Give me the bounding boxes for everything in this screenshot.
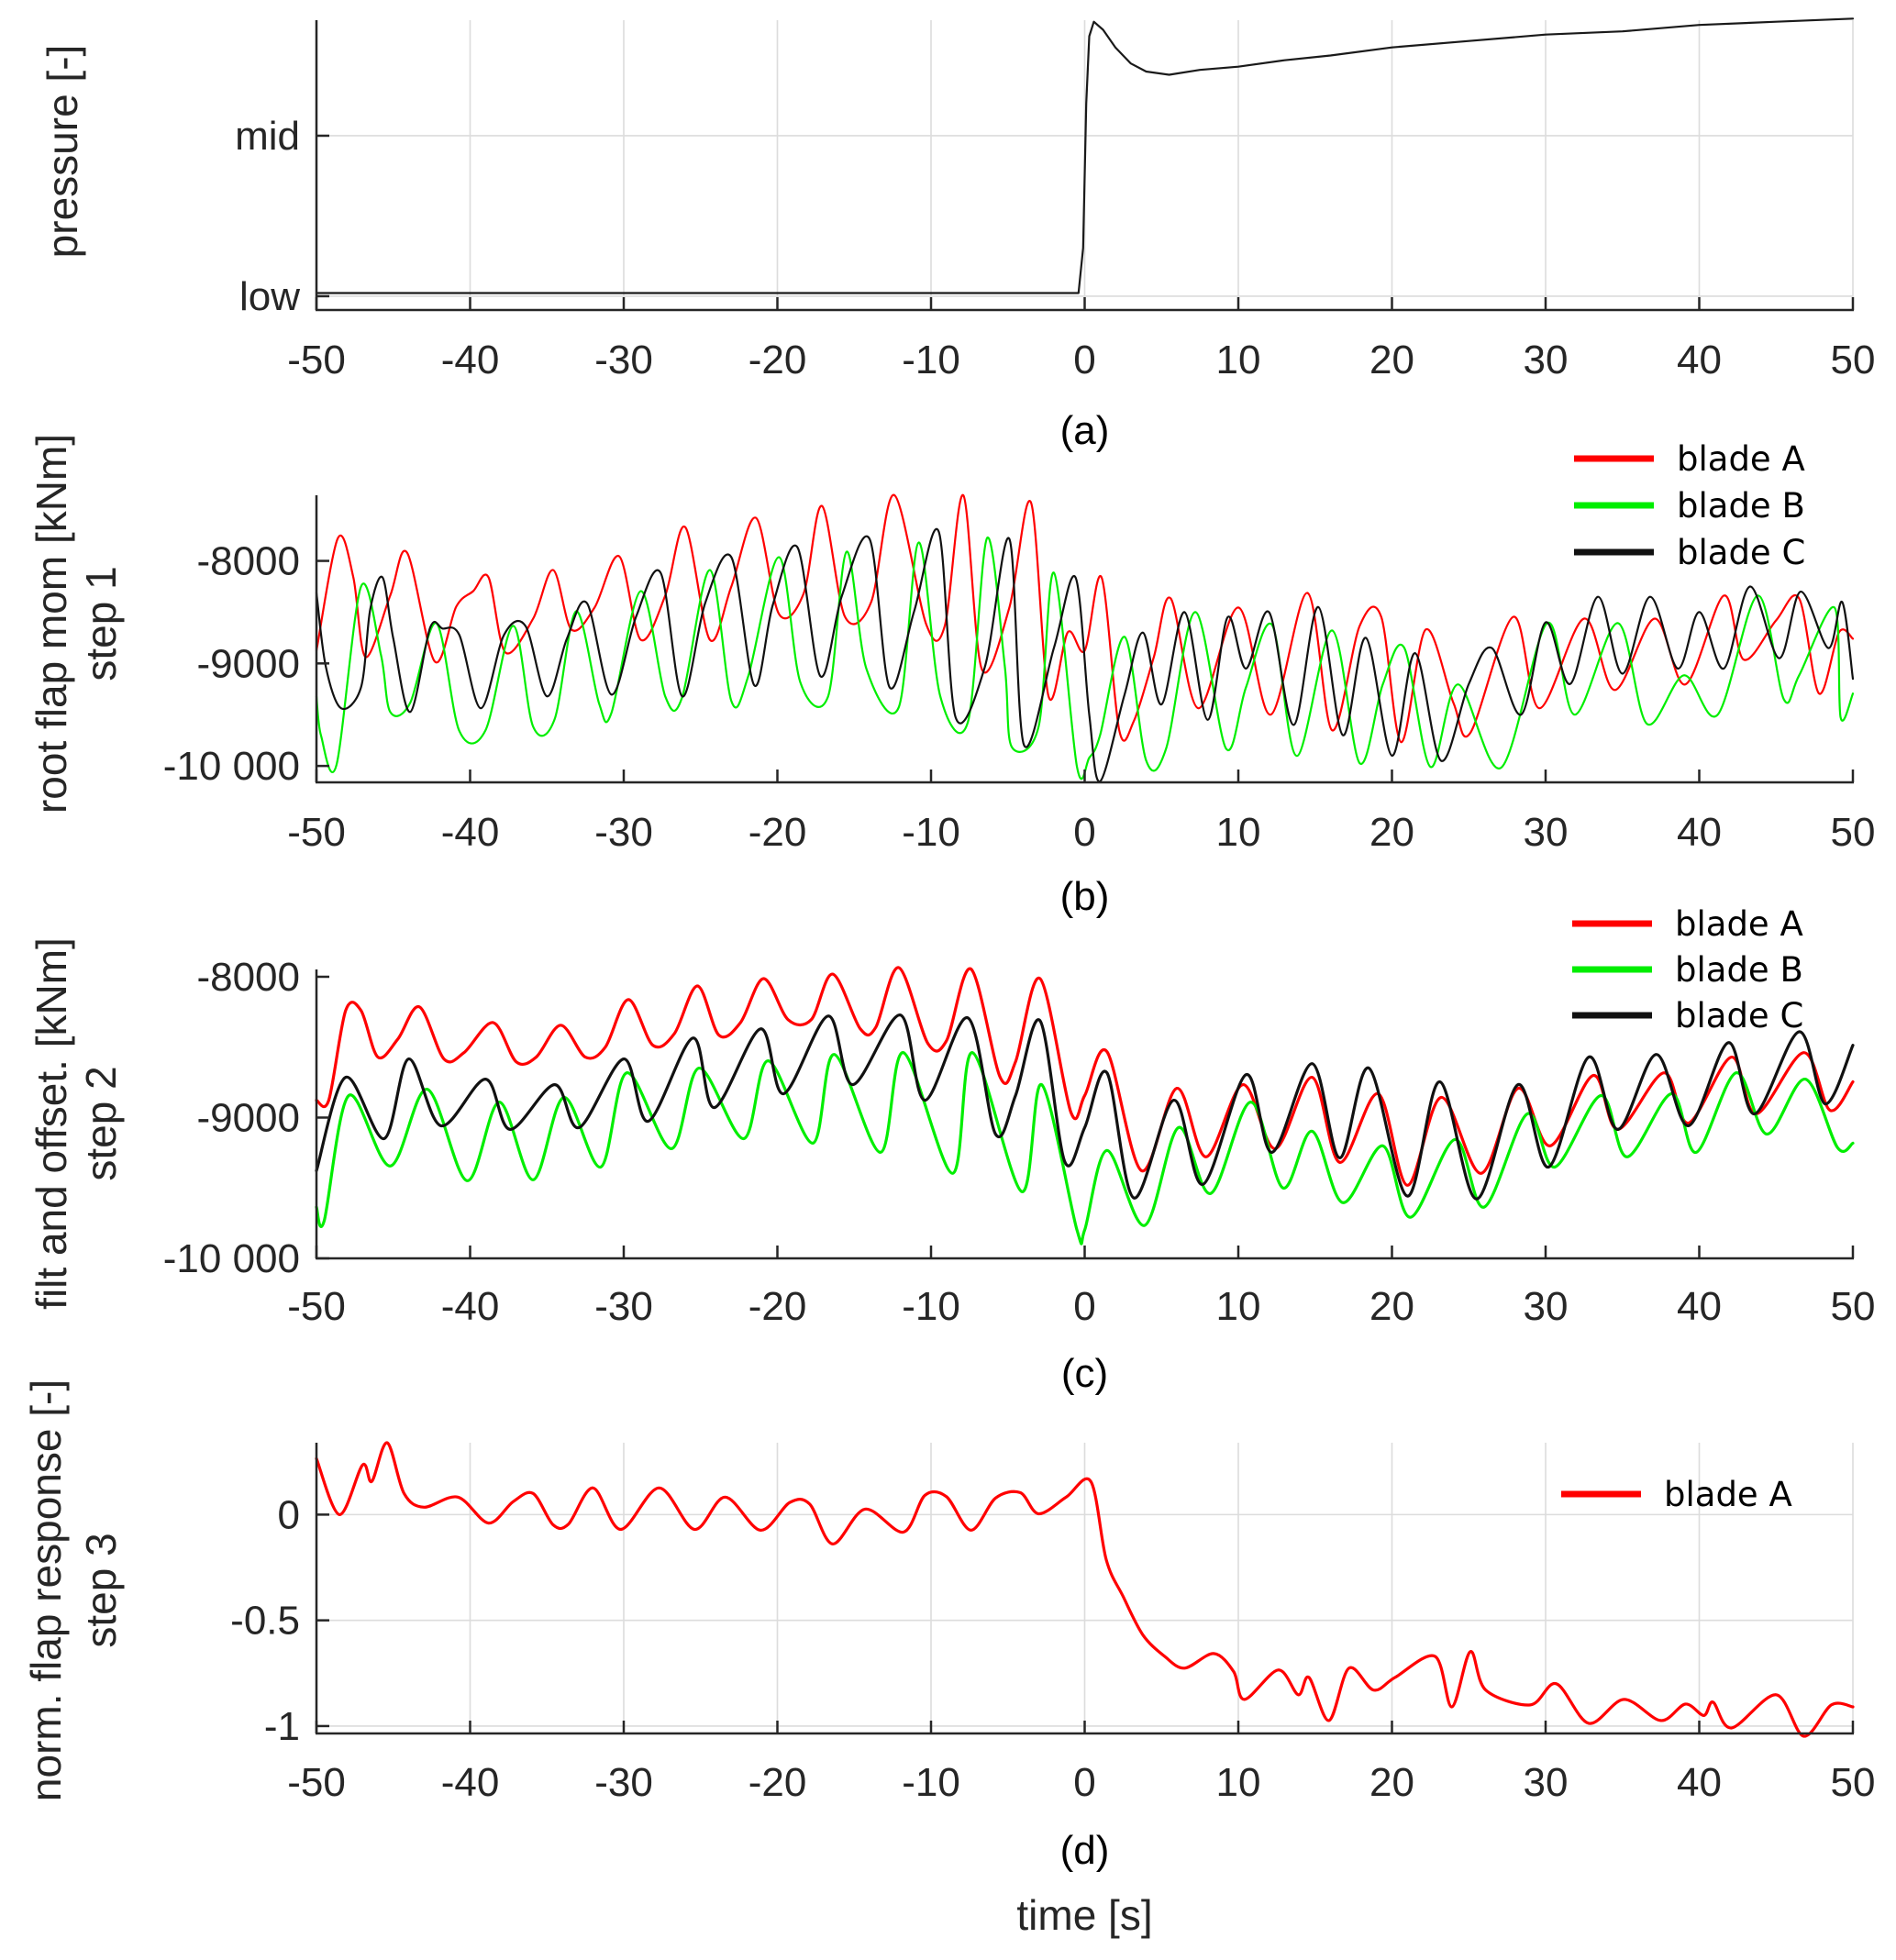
x-tick-label: 0 xyxy=(1073,1284,1095,1329)
x-tick-label: -40 xyxy=(441,1760,500,1805)
panel-c: -50 -40 -30 -20 -10 0 10 20 30 40 50 -8000 -9000 -10 … xyxy=(28,904,1875,1396)
x-tick-label: -30 xyxy=(594,338,653,382)
x-tick-label: 50 xyxy=(1831,338,1876,382)
x-tick-label: -10 xyxy=(902,1760,960,1805)
series-line-blade-c xyxy=(315,1013,1855,1201)
legend: blade A xyxy=(1561,1475,1792,1514)
legend-entry: blade A xyxy=(1675,904,1803,944)
x-tick-label: -10 xyxy=(902,810,960,855)
series-line-blade-a xyxy=(315,966,1855,1187)
x-tick-label: -50 xyxy=(287,1284,346,1329)
x-tick-label: -20 xyxy=(748,1284,807,1329)
x-tick-label: 10 xyxy=(1216,810,1261,855)
series-line-blade-a xyxy=(315,1441,1855,1738)
y-axis-sublabel: step 3 xyxy=(77,1533,125,1647)
panel-label: (d) xyxy=(1060,1828,1110,1873)
x-tick-label: 40 xyxy=(1677,1284,1722,1329)
legend: blade A blade B blade C xyxy=(1572,904,1803,1035)
series-line-blade-a xyxy=(315,493,1855,744)
series-line-blade-b xyxy=(315,537,1855,781)
panel-d: -50 -40 -30 -20 -10 0 10 20 30 40 50 0 -0.5 -1 norm. f… xyxy=(22,1379,1875,1873)
y-axis-sublabel: step 1 xyxy=(77,566,125,681)
x-tick-label: -10 xyxy=(902,338,960,382)
y-tick-label: -9000 xyxy=(196,1095,300,1140)
x-tick-label: -30 xyxy=(594,1760,653,1805)
x-tick-label: 30 xyxy=(1524,1284,1569,1329)
legend-entry: blade C xyxy=(1675,996,1803,1035)
series-line-blade-c xyxy=(315,527,1855,783)
legend-entry: blade A xyxy=(1664,1475,1792,1514)
y-tick-label: -9000 xyxy=(196,641,300,686)
series-line-blade-b xyxy=(315,1051,1855,1246)
x-tick-label: 20 xyxy=(1369,338,1414,382)
x-tick-label: 50 xyxy=(1831,1284,1876,1329)
x-tick-label: -40 xyxy=(441,338,500,382)
panel-a: -50 -40 -30 -20 -10 0 10 20 30 40 50 low mid pressure… xyxy=(39,17,1876,453)
x-tick-label: 20 xyxy=(1369,1760,1414,1805)
panel-b: -50 -40 -30 -20 -10 0 10 20 30 40 50 -8000 -9000 -10 … xyxy=(28,434,1875,919)
x-tick-label: 30 xyxy=(1524,810,1569,855)
x-tick-label: 40 xyxy=(1677,810,1722,855)
y-tick-label: -8000 xyxy=(196,955,300,1000)
x-tick-label: 50 xyxy=(1831,1760,1876,1805)
y-axis-label: norm. flap response [-] xyxy=(22,1379,70,1801)
y-axis-sublabel: step 2 xyxy=(77,1066,125,1180)
panel-label: (c) xyxy=(1061,1351,1108,1396)
y-tick-label: -8000 xyxy=(196,539,300,584)
x-tick-label: -50 xyxy=(287,338,346,382)
y-tick-label: low xyxy=(239,274,300,319)
x-tick-label: 10 xyxy=(1216,1760,1261,1805)
x-tick-label: 10 xyxy=(1216,338,1261,382)
x-tick-label: 40 xyxy=(1677,1760,1722,1805)
x-tick-label: -30 xyxy=(594,1284,653,1329)
x-tick-label: 30 xyxy=(1524,338,1569,382)
panel-label: (a) xyxy=(1060,408,1110,453)
x-tick-label: 20 xyxy=(1369,810,1414,855)
legend-entry: blade B xyxy=(1677,486,1805,526)
x-tick-label: 0 xyxy=(1073,810,1095,855)
x-tick-label: -50 xyxy=(287,1760,346,1805)
legend-entry: blade B xyxy=(1675,950,1803,990)
x-tick-label: 40 xyxy=(1677,338,1722,382)
series-line-pressure xyxy=(315,17,1855,294)
x-tick-label: -40 xyxy=(441,1284,500,1329)
x-tick-label: 0 xyxy=(1073,338,1095,382)
x-tick-label: -10 xyxy=(902,1284,960,1329)
y-tick-label: -0.5 xyxy=(230,1599,300,1644)
y-tick-label: -10 000 xyxy=(163,744,300,789)
legend-entry: blade A xyxy=(1677,439,1805,479)
x-tick-label: 50 xyxy=(1831,810,1876,855)
x-tick-label: -20 xyxy=(748,810,807,855)
x-tick-label: -20 xyxy=(748,1760,807,1805)
y-tick-label: 0 xyxy=(278,1492,300,1537)
x-tick-label: -40 xyxy=(441,810,500,855)
y-tick-label: -1 xyxy=(264,1704,300,1749)
legend: blade A blade B blade C xyxy=(1574,439,1805,572)
x-tick-label: -50 xyxy=(287,810,346,855)
legend-entry: blade C xyxy=(1677,533,1805,572)
x-axis-label: time [s] xyxy=(1016,1891,1152,1939)
y-axis-label: root flap mom [kNm] xyxy=(28,434,75,814)
y-axis-label: filt and offset. [kNm] xyxy=(28,937,75,1310)
panel-label: (b) xyxy=(1060,874,1110,919)
x-tick-label: 0 xyxy=(1073,1760,1095,1805)
x-tick-label: 30 xyxy=(1524,1760,1569,1805)
x-tick-label: 20 xyxy=(1369,1284,1414,1329)
x-tick-label: 10 xyxy=(1216,1284,1261,1329)
y-axis-label: pressure [-] xyxy=(39,45,86,259)
x-tick-label: -20 xyxy=(748,338,807,382)
x-tick-label: -30 xyxy=(594,810,653,855)
y-tick-label: mid xyxy=(235,114,300,159)
y-tick-label: -10 000 xyxy=(163,1236,300,1281)
